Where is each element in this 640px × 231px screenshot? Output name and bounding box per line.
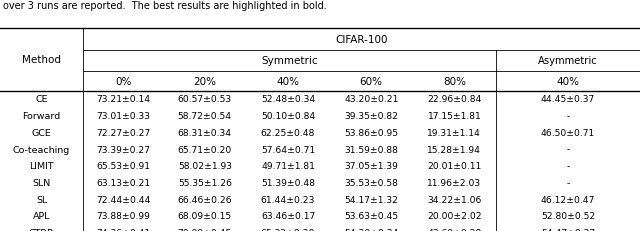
Text: 37.05±1.39: 37.05±1.39	[344, 162, 398, 170]
Text: 15.28±1.94: 15.28±1.94	[428, 145, 481, 154]
Text: Symmetric: Symmetric	[261, 56, 318, 66]
Text: CE: CE	[35, 95, 48, 104]
Text: 63.46±0.17: 63.46±0.17	[261, 212, 315, 220]
Text: Co-teaching: Co-teaching	[13, 145, 70, 154]
Text: 54.17±1.32: 54.17±1.32	[344, 195, 398, 204]
Text: over 3 runs are reported.  The best results are highlighted in bold.: over 3 runs are reported. The best resul…	[3, 1, 327, 11]
Text: 52.48±0.34: 52.48±0.34	[261, 95, 315, 104]
Text: 22.96±0.84: 22.96±0.84	[428, 95, 481, 104]
Text: 53.86±0.95: 53.86±0.95	[344, 128, 398, 137]
Text: 20%: 20%	[193, 76, 216, 86]
Text: 60%: 60%	[360, 76, 383, 86]
Text: 46.12±0.47: 46.12±0.47	[541, 195, 595, 204]
Text: 74.36±0.41: 74.36±0.41	[96, 228, 150, 231]
Text: 0%: 0%	[115, 76, 131, 86]
Text: -: -	[566, 112, 570, 121]
Text: Method: Method	[22, 55, 61, 65]
Text: 35.53±0.58: 35.53±0.58	[344, 178, 398, 187]
Text: 46.50±0.71: 46.50±0.71	[541, 128, 595, 137]
Text: -: -	[566, 162, 570, 170]
Text: 19.31±1.14: 19.31±1.14	[428, 128, 481, 137]
Text: 65.32±0.20: 65.32±0.20	[261, 228, 315, 231]
Text: 72.27±0.27: 72.27±0.27	[96, 128, 150, 137]
Text: 40%: 40%	[557, 76, 579, 86]
Text: 50.10±0.84: 50.10±0.84	[261, 112, 315, 121]
Text: 60.57±0.53: 60.57±0.53	[178, 95, 232, 104]
Text: 65.71±0.20: 65.71±0.20	[178, 145, 232, 154]
Text: 62.25±0.48: 62.25±0.48	[261, 128, 315, 137]
Text: 65.53±0.91: 65.53±0.91	[96, 162, 150, 170]
Text: 20.01±0.11: 20.01±0.11	[428, 162, 481, 170]
Text: 54.20±0.34: 54.20±0.34	[344, 228, 398, 231]
Text: 58.72±0.54: 58.72±0.54	[178, 112, 232, 121]
Text: 40%: 40%	[276, 76, 300, 86]
Text: 80%: 80%	[443, 76, 466, 86]
Text: 73.21±0.14: 73.21±0.14	[96, 95, 150, 104]
Text: 58.02±1.93: 58.02±1.93	[178, 162, 232, 170]
Text: 34.22±1.06: 34.22±1.06	[428, 195, 481, 204]
Text: 73.01±0.33: 73.01±0.33	[96, 112, 150, 121]
Text: 11.96±2.03: 11.96±2.03	[428, 178, 481, 187]
Text: 43.20±0.21: 43.20±0.21	[344, 95, 398, 104]
Text: 20.00±2.02: 20.00±2.02	[427, 212, 482, 220]
Text: 68.09±0.15: 68.09±0.15	[178, 212, 232, 220]
Text: 31.59±0.88: 31.59±0.88	[344, 145, 398, 154]
Text: 39.35±0.82: 39.35±0.82	[344, 112, 398, 121]
Text: 53.63±0.45: 53.63±0.45	[344, 212, 398, 220]
Text: -: -	[566, 145, 570, 154]
Text: APL: APL	[33, 212, 51, 220]
Text: 51.39±0.48: 51.39±0.48	[261, 178, 315, 187]
Text: 61.44±0.23: 61.44±0.23	[261, 195, 315, 204]
Text: 49.71±1.81: 49.71±1.81	[261, 162, 315, 170]
Text: 57.64±0.71: 57.64±0.71	[261, 145, 315, 154]
Text: 70.09±0.45: 70.09±0.45	[178, 228, 232, 231]
Text: 54.47±0.37: 54.47±0.37	[541, 228, 595, 231]
Text: 72.44±0.44: 72.44±0.44	[96, 195, 150, 204]
Text: -: -	[566, 178, 570, 187]
Text: Asymmetric: Asymmetric	[538, 56, 598, 66]
Text: 63.13±0.21: 63.13±0.21	[96, 178, 150, 187]
Text: Forward: Forward	[22, 112, 61, 121]
Text: SLN: SLN	[33, 178, 51, 187]
Text: CTRR: CTRR	[29, 228, 54, 231]
Text: 68.31±0.34: 68.31±0.34	[178, 128, 232, 137]
Text: 43.69±0.28: 43.69±0.28	[428, 228, 481, 231]
Text: GCE: GCE	[32, 128, 51, 137]
Text: CIFAR-100: CIFAR-100	[335, 35, 388, 45]
Text: 55.35±1.26: 55.35±1.26	[178, 178, 232, 187]
Text: 73.39±0.27: 73.39±0.27	[96, 145, 150, 154]
Text: 44.45±0.37: 44.45±0.37	[541, 95, 595, 104]
Text: LIMIT: LIMIT	[29, 162, 54, 170]
Text: 52.80±0.52: 52.80±0.52	[541, 212, 595, 220]
Text: 73.88±0.99: 73.88±0.99	[96, 212, 150, 220]
Text: 66.46±0.26: 66.46±0.26	[177, 195, 232, 204]
Text: SL: SL	[36, 195, 47, 204]
Text: 17.15±1.81: 17.15±1.81	[428, 112, 481, 121]
